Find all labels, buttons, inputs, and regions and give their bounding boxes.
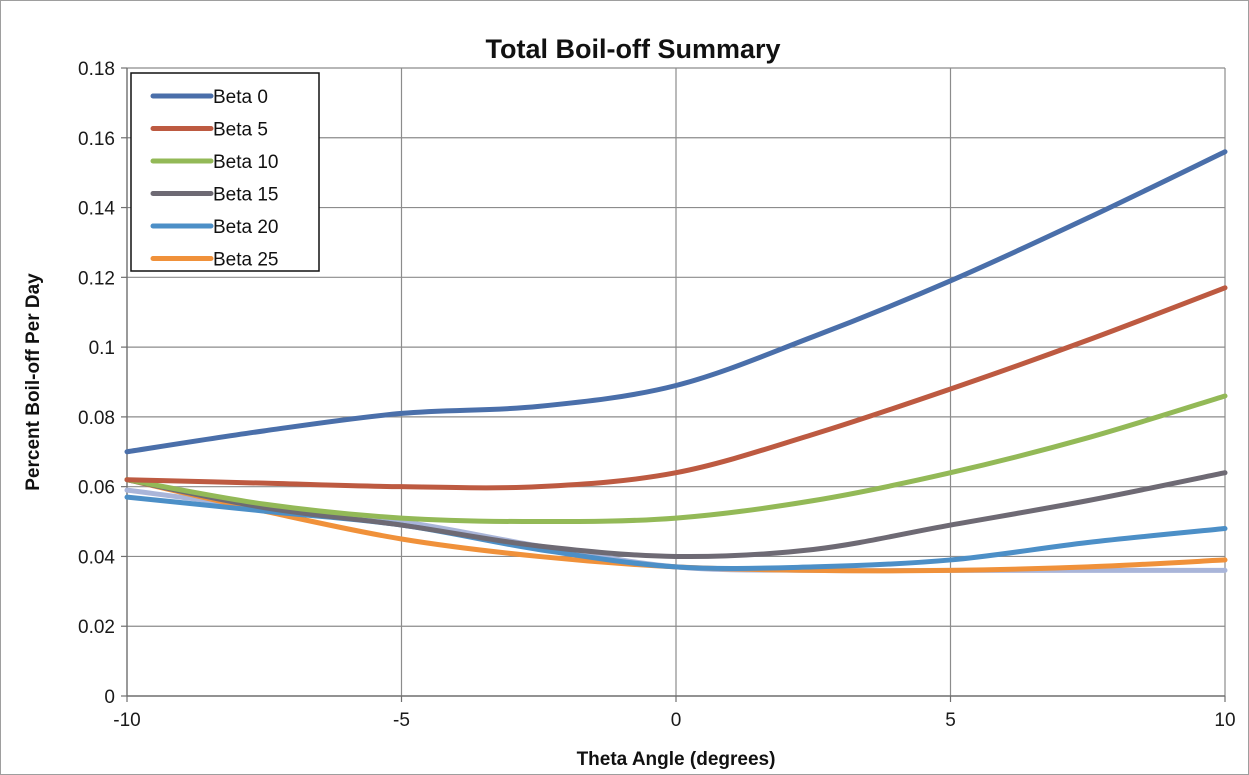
series-line-beta-10 <box>124 393 1228 525</box>
y-tick-label: 0.18 <box>78 59 115 80</box>
x-tick-label: -5 <box>393 710 410 731</box>
x-tick-label: -10 <box>113 710 140 731</box>
x-tick-label: 5 <box>945 710 956 731</box>
legend-label-beta-20: Beta 20 <box>213 217 279 238</box>
y-tick-label: 0 <box>104 687 115 708</box>
legend-label-beta-25: Beta 25 <box>213 250 279 271</box>
y-tick-label: 0.14 <box>78 199 115 220</box>
y-tick-label: 0.16 <box>78 129 115 150</box>
series-line-beta-0 <box>124 149 1228 455</box>
y-tick-label: 0.04 <box>78 547 115 568</box>
y-tick-label: 0.02 <box>78 617 115 638</box>
y-tick-label: 0.06 <box>78 478 115 499</box>
legend-box <box>130 72 320 272</box>
x-tick-label: 0 <box>671 710 682 731</box>
legend: Beta 0 Beta 5 Beta 10 Beta 15 Beta 20 Beta 25 <box>130 72 320 272</box>
y-tick-label: 0.12 <box>78 268 115 289</box>
legend-label-beta-5: Beta 5 <box>213 120 268 141</box>
legend-label-beta-0: Beta 0 <box>213 87 268 108</box>
legend-label-beta-10: Beta 10 <box>213 152 279 173</box>
axes <box>121 67 1226 702</box>
series-lines <box>124 149 1228 574</box>
y-tick-label: 0.1 <box>89 338 115 359</box>
y-tick-label: 0.08 <box>78 408 115 429</box>
chart-title: Total Boil-off Summary <box>485 34 780 64</box>
x-axis-title: Theta Angle (degrees) <box>577 749 776 770</box>
y-axis-title: Percent Boil-off Per Day <box>23 273 44 491</box>
series-line-beta-15 <box>124 470 1228 560</box>
series-line-beta-5 <box>124 285 1228 491</box>
x-tick-label: 10 <box>1214 710 1235 731</box>
tick-labels: 0 0.02 0.04 0.06 0.08 0.1 0.12 0.14 0.16 0.18 -10 -… <box>78 59 1236 731</box>
legend-label-beta-15: Beta 15 <box>213 185 279 206</box>
